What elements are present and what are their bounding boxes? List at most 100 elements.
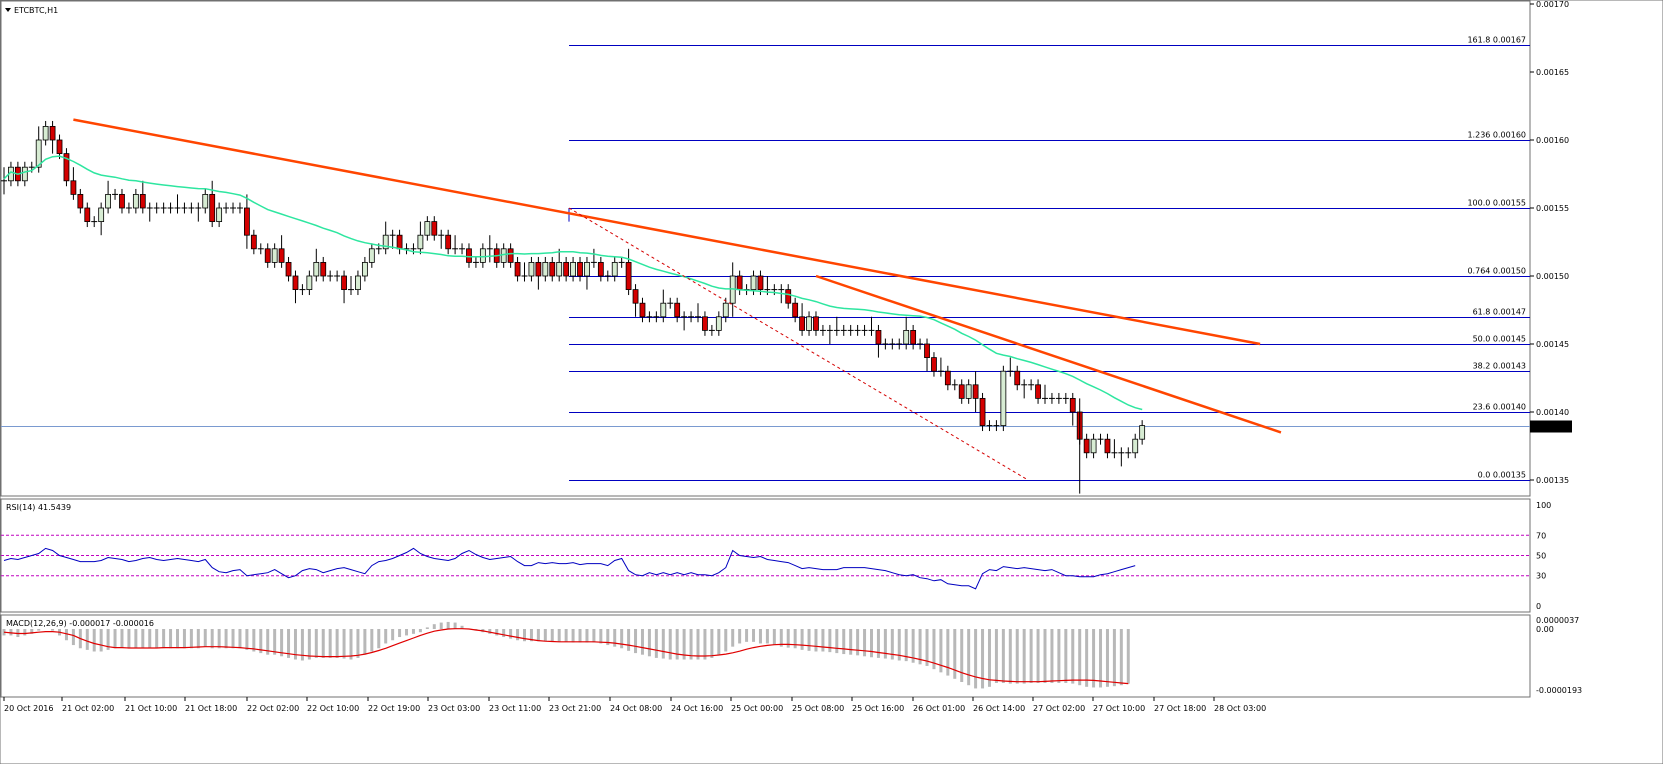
fib-level-label: 23.6 0.00140 (1473, 403, 1526, 412)
candle-body (56, 139, 63, 155)
candle-body (542, 261, 549, 277)
chart-title[interactable]: ETCBTC,H1 (5, 6, 58, 15)
price-tick-label: 0.00150 (1536, 272, 1569, 281)
candle-body (49, 126, 56, 141)
moving-average-line (3, 155, 1143, 411)
current-price-label: 0.00139 (1534, 423, 1567, 432)
candle-body (944, 370, 951, 386)
candle-body (965, 384, 972, 399)
panel-frame (0, 614, 1531, 698)
macd-tick-label: -0.0000193 (1536, 686, 1582, 695)
candle-body (563, 261, 570, 277)
macd-title: MACD(12,26,9) -0.000017 -0.000016 (6, 619, 154, 628)
candle-body (396, 234, 403, 250)
time-tick-label: 21 Oct 18:00 (185, 704, 237, 713)
fib-diagonal (568, 207, 1029, 481)
rsi-panel: RSI(14) 41.5439 (1, 503, 1530, 590)
candle-body (243, 207, 250, 236)
candle-body (1104, 438, 1111, 454)
candle-body (757, 275, 764, 291)
time-tick-label: 24 Oct 16:00 (671, 704, 723, 713)
candle-body (250, 234, 257, 250)
candle-body (715, 316, 722, 331)
candle-body (209, 193, 216, 222)
candle-body (514, 261, 521, 277)
fib-level-label: 0.764 0.00150 (1467, 267, 1526, 276)
macd-signal-line (3, 628, 1129, 685)
candle-body (1139, 425, 1146, 440)
time-tick-label: 20 Oct 2016 (4, 704, 53, 713)
candle-body (500, 248, 507, 263)
candle-body (271, 248, 278, 263)
candle-body (674, 302, 681, 318)
time-tick-label: 23 Oct 11:00 (489, 704, 541, 713)
candle-body (924, 343, 930, 358)
candle-body (736, 275, 743, 291)
panel-frame (0, 0, 1531, 497)
price-tick-label: 0.00160 (1536, 136, 1569, 145)
candle-body (875, 329, 882, 345)
candle-body (535, 261, 542, 277)
triangle-down-icon[interactable] (5, 8, 11, 12)
candle-body (792, 302, 799, 318)
time-tick-label: 23 Oct 21:00 (549, 704, 601, 713)
candle-body (35, 139, 42, 168)
price-tick-label: 0.00170 (1536, 0, 1569, 9)
candle-body (549, 261, 556, 277)
candle-body (611, 261, 618, 277)
price-tick-label: 0.00135 (1536, 476, 1569, 485)
candle-body (903, 329, 910, 345)
fib-level-label: 50.0 0.00145 (1473, 335, 1526, 344)
fib-level-label: 161.8 0.00167 (1467, 36, 1526, 45)
symbol-label: ETCBTC,H1 (14, 6, 58, 15)
candle-body (577, 261, 583, 277)
rsi-title: RSI(14) 41.5439 (6, 503, 71, 512)
candle-body (264, 248, 271, 263)
candle-body (660, 302, 667, 318)
time-tick-label: 25 Oct 16:00 (852, 704, 904, 713)
candle-body (445, 234, 452, 250)
candle-body (931, 357, 937, 372)
candle-body (341, 275, 347, 291)
candle-body (799, 316, 805, 331)
candle-body (382, 234, 389, 250)
current-price-badge (1530, 420, 1572, 433)
time-tick-label: 21 Oct 02:00 (62, 704, 114, 713)
candle-body (972, 384, 979, 399)
price-tick-label: 0.00140 (1536, 408, 1569, 417)
candle-body (424, 221, 431, 236)
fib-level-label: 61.8 0.00147 (1473, 308, 1526, 317)
candle-body (466, 248, 472, 263)
candle-body (132, 193, 139, 209)
time-tick-label: 24 Oct 08:00 (610, 704, 662, 713)
candle-body (431, 221, 438, 236)
candle-body (119, 193, 125, 209)
price-tick-label: 0.00155 (1536, 204, 1569, 213)
candle-body (320, 261, 327, 277)
fib-level-label: 100.0 0.00155 (1467, 199, 1526, 208)
time-tick-label: 27 Oct 10:00 (1093, 704, 1145, 713)
macd-panel: MACD(12,26,9) -0.000017 -0.000016 (2, 619, 1130, 689)
candle-body (702, 316, 708, 331)
trendline-upper (73, 118, 1261, 346)
rsi-tick-label: 30 (1536, 572, 1546, 581)
candle-body (368, 248, 375, 263)
candle-body (417, 234, 424, 250)
candle-body (722, 302, 729, 318)
rsi-tick-label: 0 (1536, 602, 1541, 611)
time-tick-label: 22 Oct 02:00 (247, 704, 299, 713)
fibonacci-levels: 161.8 0.00167 1.236 0.00160 100.0 0.00155 0… (568, 36, 1530, 481)
candle-body (507, 248, 514, 263)
rsi-line (3, 547, 1136, 590)
candle-body (202, 193, 209, 209)
time-tick-label: 22 Oct 19:00 (368, 704, 420, 713)
time-tick-label: 26 Oct 01:00 (913, 704, 965, 713)
price-panel (1, 120, 1530, 494)
panel-frame (0, 498, 1531, 613)
candle-body (958, 384, 965, 399)
price-tick-label: 0.00145 (1536, 340, 1569, 349)
candle-body (355, 275, 361, 291)
candle-body (105, 193, 111, 209)
